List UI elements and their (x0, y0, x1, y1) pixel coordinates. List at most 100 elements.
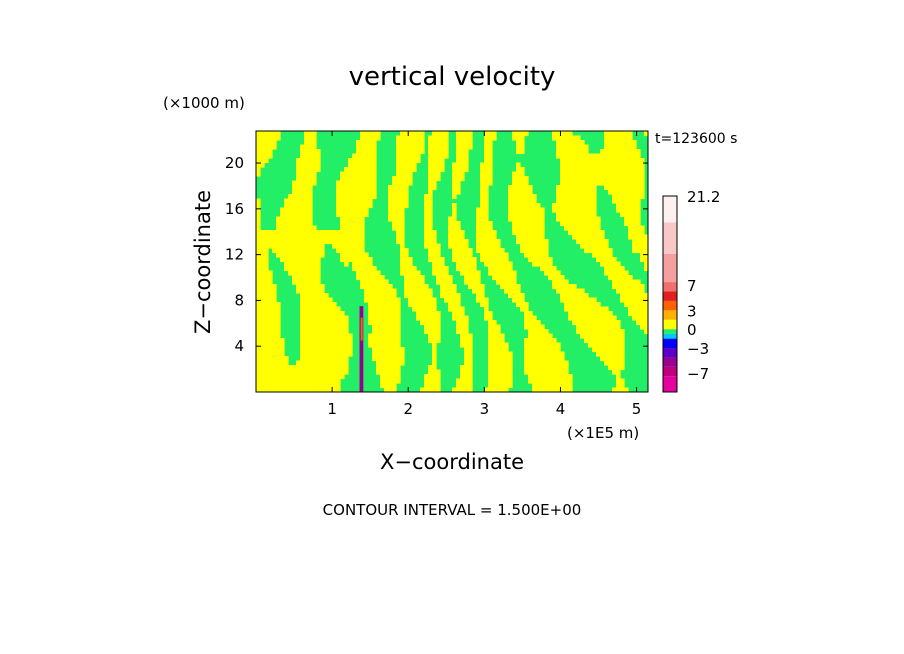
field-cell (452, 180, 457, 186)
field-cell (624, 171, 629, 177)
field-cell (644, 306, 648, 312)
field-cell (520, 230, 525, 236)
field-cell (256, 248, 261, 254)
field-cell (636, 297, 641, 303)
field-cell (300, 230, 305, 236)
field-cell (612, 329, 617, 335)
field-cell (612, 144, 617, 150)
field-cell (340, 248, 345, 254)
field-cell (600, 243, 605, 249)
field-cell (304, 338, 309, 344)
field-cell (256, 329, 261, 335)
field-cell (512, 185, 517, 191)
field-cell (524, 356, 529, 362)
field-cell (272, 131, 277, 137)
field-cell (436, 320, 441, 326)
field-cell (264, 248, 269, 254)
field-cell (284, 266, 289, 272)
field-cell (456, 234, 461, 240)
field-cell (536, 329, 541, 335)
field-cell (456, 311, 461, 317)
field-cell (300, 144, 305, 150)
field-cell (380, 360, 385, 366)
field-cell (360, 149, 365, 155)
field-cell (532, 329, 537, 335)
field-cell (488, 162, 493, 168)
field-cell (264, 356, 269, 362)
field-cell (292, 261, 297, 267)
field-cell (352, 225, 357, 231)
field-cell (624, 270, 629, 276)
field-cell (284, 203, 289, 209)
field-cell (296, 234, 301, 240)
field-cell (316, 351, 321, 357)
field-cell (312, 158, 317, 164)
field-cell (500, 378, 505, 384)
field-cell (332, 311, 337, 317)
field-cell (428, 203, 433, 209)
field-cell (380, 279, 385, 285)
field-cell (260, 338, 265, 344)
field-cell (340, 252, 345, 258)
field-cell (300, 252, 305, 258)
field-cell (576, 225, 581, 231)
field-cell (308, 315, 313, 321)
field-cell (516, 180, 521, 186)
field-cell (596, 230, 601, 236)
field-cell (420, 320, 425, 326)
field-cell (300, 167, 305, 173)
field-cell (476, 221, 481, 227)
field-cell (484, 135, 489, 141)
field-cell (620, 207, 625, 213)
field-cell (524, 342, 529, 348)
field-cell (636, 189, 641, 195)
field-cell (384, 315, 389, 321)
field-cell (508, 203, 513, 209)
field-cell (268, 153, 273, 159)
field-cell (412, 135, 417, 141)
field-cell (568, 198, 573, 204)
field-cell (624, 162, 629, 168)
field-cell (372, 342, 377, 348)
field-cell (296, 275, 301, 281)
field-cell (592, 225, 597, 231)
field-cell (504, 387, 509, 392)
field-cell (616, 203, 621, 209)
field-cell (324, 306, 329, 312)
field-cell (300, 266, 305, 272)
field-cell (344, 338, 349, 344)
field-cell (424, 203, 429, 209)
field-cell (488, 324, 493, 330)
field-cell (632, 315, 637, 321)
field-cell (428, 365, 433, 371)
field-cell (552, 347, 557, 353)
field-cell (528, 347, 533, 353)
field-cell (604, 356, 609, 362)
field-cell (524, 234, 529, 240)
chart-title: vertical velocity (349, 62, 556, 92)
field-cell (536, 383, 541, 389)
field-cell (588, 171, 593, 177)
field-cell (516, 203, 521, 209)
field-cell (256, 144, 261, 150)
field-cell (288, 234, 293, 240)
field-cell (316, 356, 321, 362)
field-cell (388, 288, 393, 294)
field-cell (416, 135, 421, 141)
field-cell (488, 225, 493, 231)
field-cell (484, 167, 489, 173)
field-cell (332, 234, 337, 240)
field-cell (372, 351, 377, 357)
field-cell (372, 176, 377, 182)
field-cell (416, 275, 421, 281)
field-cell (300, 162, 305, 168)
field-cell (632, 162, 637, 168)
field-cell (484, 198, 489, 204)
field-cell (616, 329, 621, 335)
field-cell (544, 257, 549, 263)
field-cell (612, 140, 617, 146)
field-cell (560, 365, 565, 371)
field-cell (408, 144, 413, 150)
field-cell (300, 284, 305, 290)
